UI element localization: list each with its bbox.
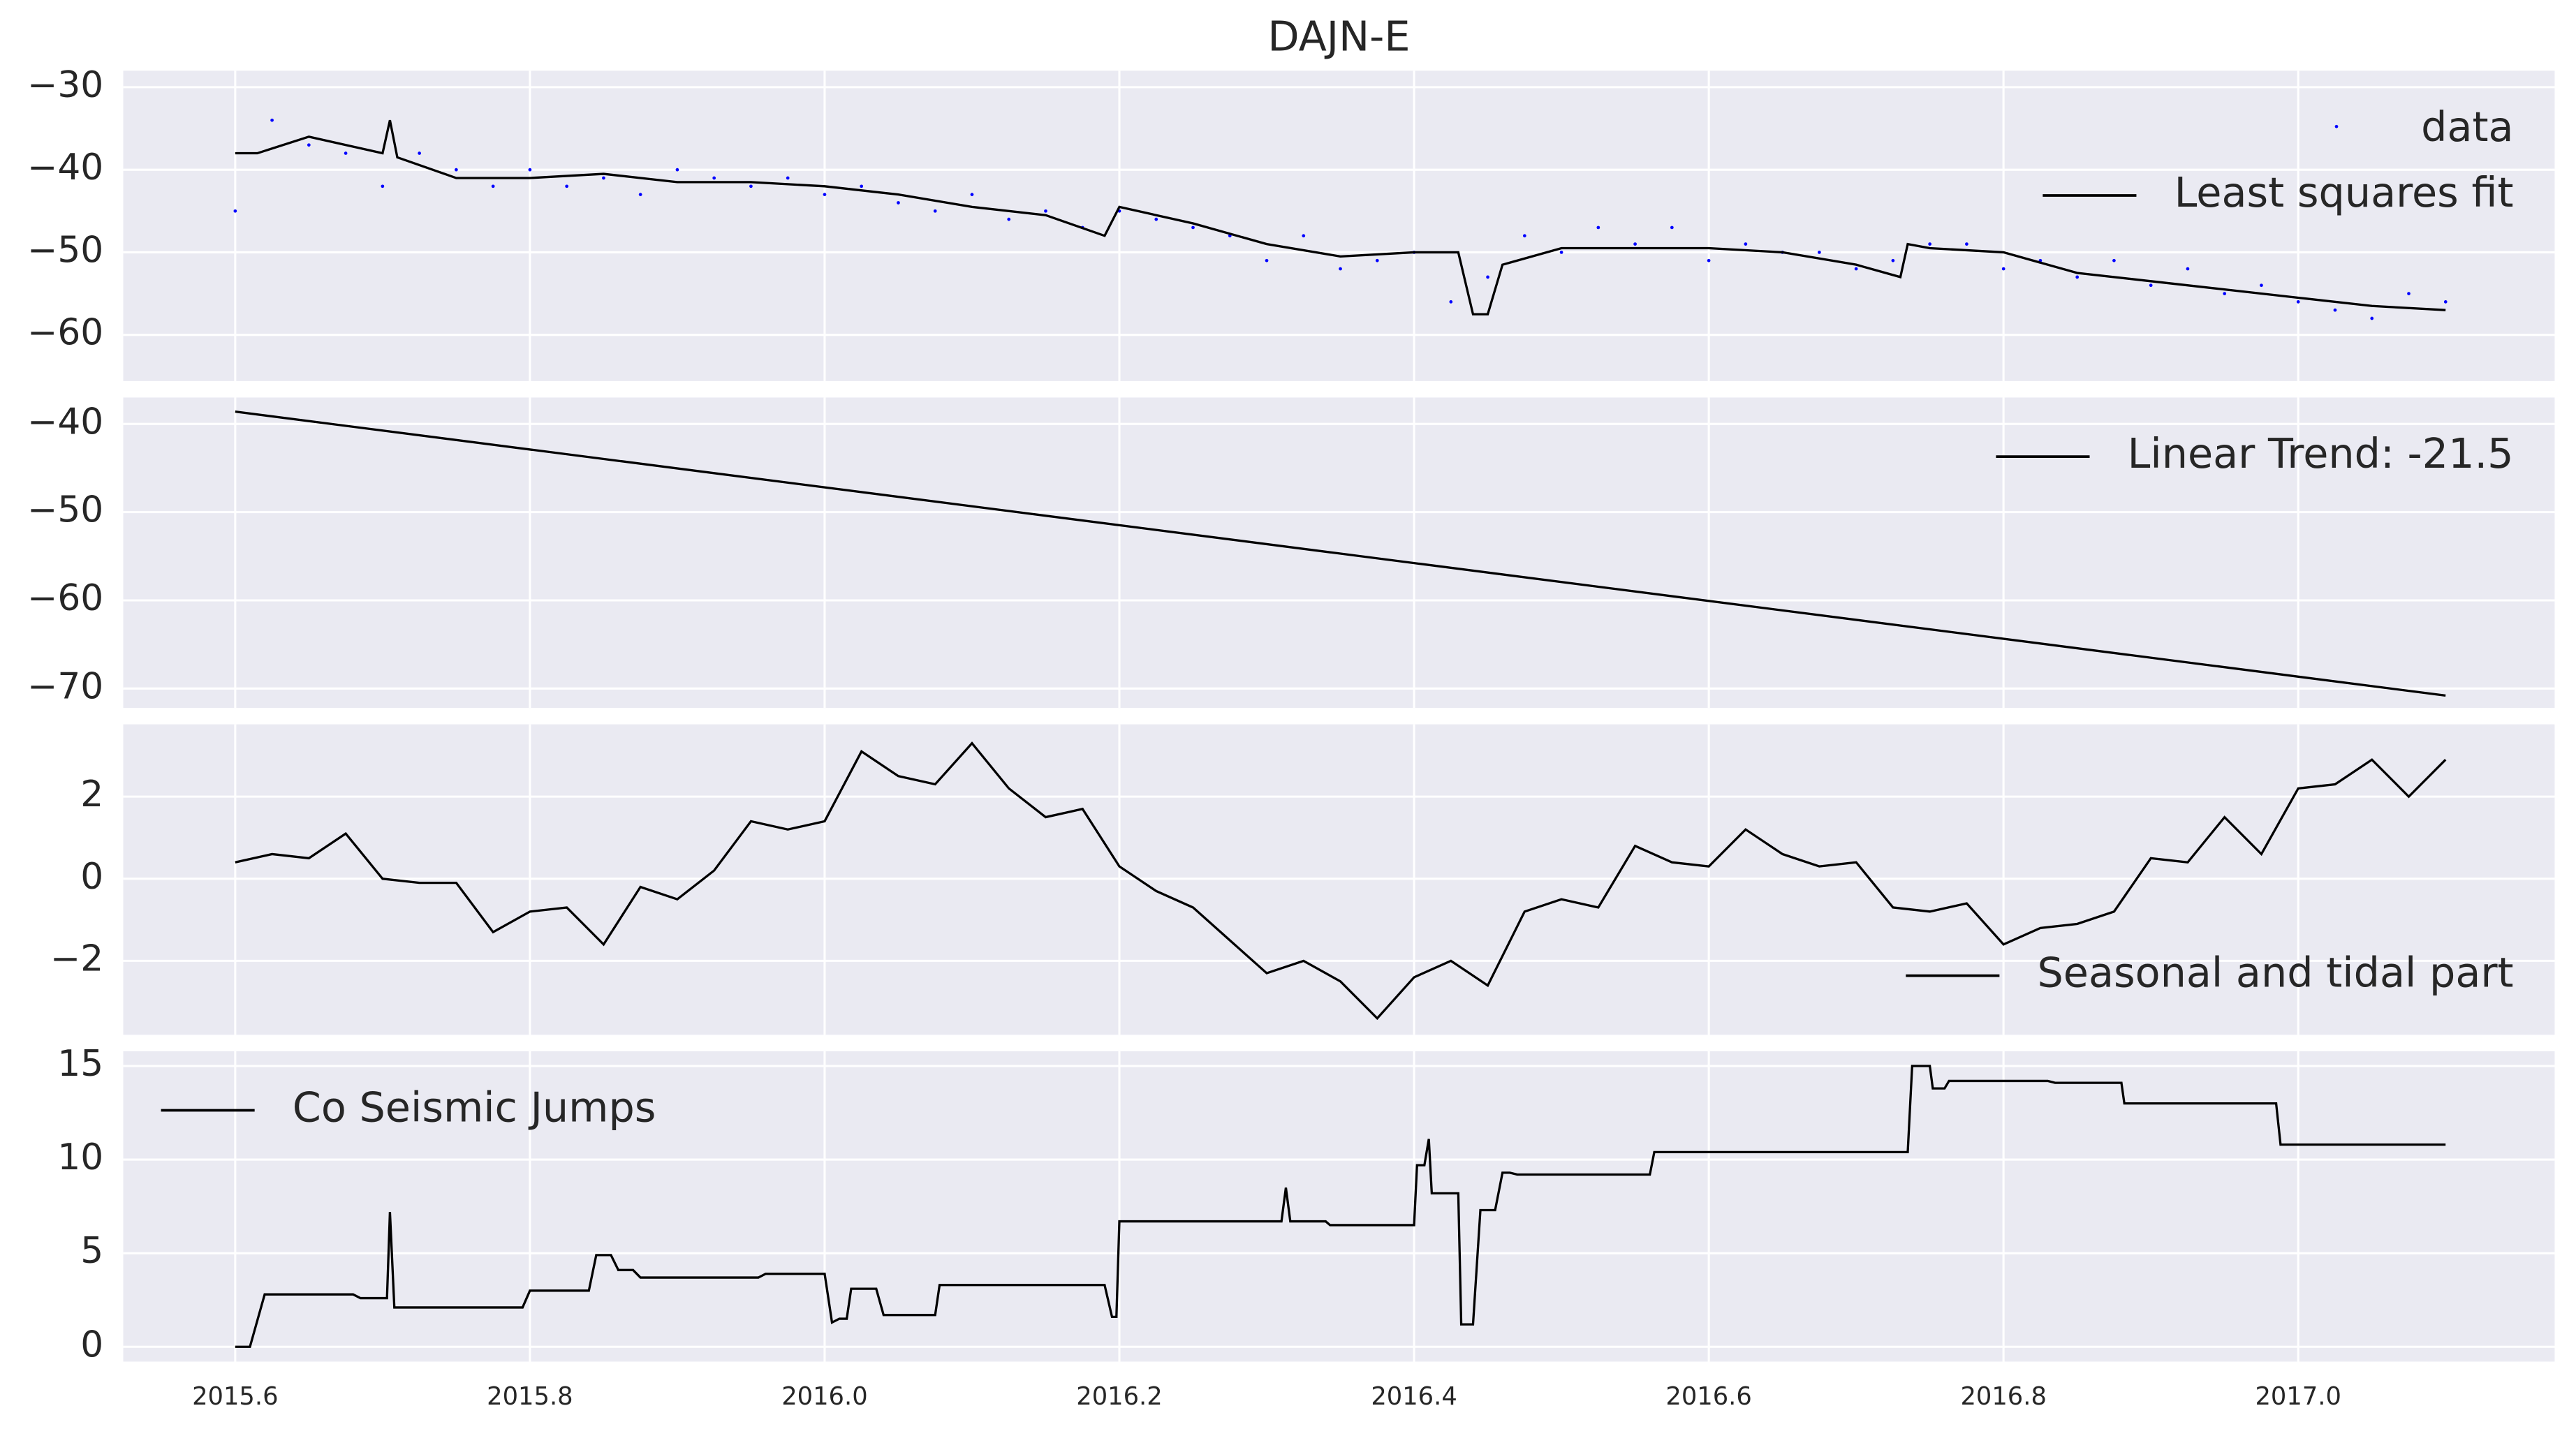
data-point: [1265, 258, 1269, 262]
x-tick-label: 2015.8: [487, 1382, 573, 1411]
y-tick-label: −70: [27, 665, 103, 707]
y-tick-label: 5: [80, 1230, 103, 1272]
data-point: [1854, 267, 1858, 271]
x-tick-label: 2017.0: [2255, 1382, 2341, 1411]
data-point: [1302, 234, 1306, 238]
legend-label: data: [2421, 103, 2513, 151]
chart-title: DAJN-E: [1267, 13, 1410, 61]
data-point: [1670, 225, 1674, 230]
legend: Co Seismic Jumps: [161, 1083, 656, 1132]
y-tick-label: 15: [57, 1043, 103, 1085]
data-point: [1891, 258, 1895, 262]
data-point: [860, 184, 864, 188]
y-tick-label: −50: [27, 229, 103, 271]
data-point: [638, 193, 642, 196]
series-line: [235, 741, 2447, 1021]
y-tick-label: −60: [27, 312, 103, 354]
data-point: [933, 209, 937, 213]
data-point: [233, 209, 237, 213]
x-tick-label: 2016.0: [781, 1382, 867, 1411]
data-point: [749, 184, 753, 188]
data-point: [2443, 300, 2448, 304]
data-point: [2223, 292, 2227, 295]
legend-label: Co Seismic Jumps: [293, 1083, 656, 1132]
y-tick-label: 2: [80, 773, 103, 815]
data-point: [381, 184, 385, 188]
legend-label: Linear Trend: -21.5: [2128, 429, 2514, 477]
data-point: [1044, 209, 1047, 213]
y-tick-label: −40: [27, 401, 103, 443]
data-point: [2075, 275, 2080, 279]
series-group: [233, 118, 2448, 320]
data-point: [2112, 258, 2116, 262]
data-point: [1633, 242, 1637, 246]
series-line: [235, 119, 2446, 316]
data-point: [270, 118, 274, 122]
data-point: [528, 168, 532, 172]
data-point: [1339, 267, 1342, 271]
y-tick-label: −30: [27, 64, 103, 106]
data-point: [307, 143, 311, 147]
data-point: [455, 168, 458, 172]
data-point: [823, 193, 827, 196]
data-point: [2149, 283, 2153, 288]
data-point: [1818, 251, 1821, 254]
data-point: [675, 168, 679, 172]
data-point: [1522, 234, 1526, 238]
data-point: [2260, 283, 2263, 288]
series-group: [235, 410, 2446, 697]
data-point: [712, 176, 716, 180]
data-point: [1559, 251, 1563, 254]
data-point: [1191, 225, 1195, 230]
y-tick-label: −60: [27, 577, 103, 619]
data-point: [1965, 242, 1968, 246]
data-point: [2333, 308, 2337, 312]
series-group: [235, 1065, 2446, 1348]
series-group: [235, 741, 2447, 1021]
y-tick-label: 0: [80, 1324, 103, 1365]
x-tick-label: 2015.6: [192, 1382, 278, 1411]
data-point: [970, 193, 974, 196]
data-point: [1486, 275, 1489, 279]
legend: Seasonal and tidal part: [1906, 949, 2514, 997]
data-point: [2370, 316, 2374, 320]
data-point: [1375, 258, 1379, 262]
data-point: [1928, 242, 1932, 246]
x-tick-label: 2016.4: [1371, 1382, 1457, 1411]
x-tick-label: 2016.6: [1665, 1382, 1751, 1411]
data-point: [491, 184, 495, 188]
legend: Linear Trend: -21.5: [1996, 429, 2514, 477]
plot-area: [123, 71, 2555, 381]
legend-label: Seasonal and tidal part: [2037, 949, 2513, 997]
data-point: [1449, 300, 1453, 304]
data-point: [602, 176, 605, 180]
y-tick-label: 10: [57, 1136, 103, 1178]
legend: data Least squares fit: [2043, 103, 2514, 216]
y-tick-label: −50: [27, 489, 103, 531]
data-point: [897, 201, 900, 205]
data-point: [786, 176, 790, 180]
data-point: [1596, 225, 1600, 230]
x-tick-label: 2016.8: [1960, 1382, 2046, 1411]
series-line: [235, 1065, 2446, 1348]
x-tick-label: 2016.2: [1076, 1382, 1162, 1411]
data-point: [1007, 217, 1011, 221]
data-point: [1744, 242, 1748, 246]
y-tick-label: −2: [50, 938, 103, 979]
data-point: [344, 151, 348, 155]
data-point: [1154, 217, 1158, 221]
legend-marker: [2334, 124, 2339, 128]
series-line: [235, 410, 2446, 697]
data-point: [2001, 267, 2005, 271]
y-tick-label: −40: [27, 147, 103, 188]
legend-label: Least squares fit: [2174, 168, 2514, 216]
y-tick-label: 0: [80, 856, 103, 898]
data-point: [565, 184, 568, 188]
data-point: [418, 151, 421, 155]
data-point: [2296, 300, 2300, 304]
data-point: [2407, 292, 2411, 295]
data-point: [1707, 258, 1711, 262]
data-point: [2186, 267, 2190, 271]
